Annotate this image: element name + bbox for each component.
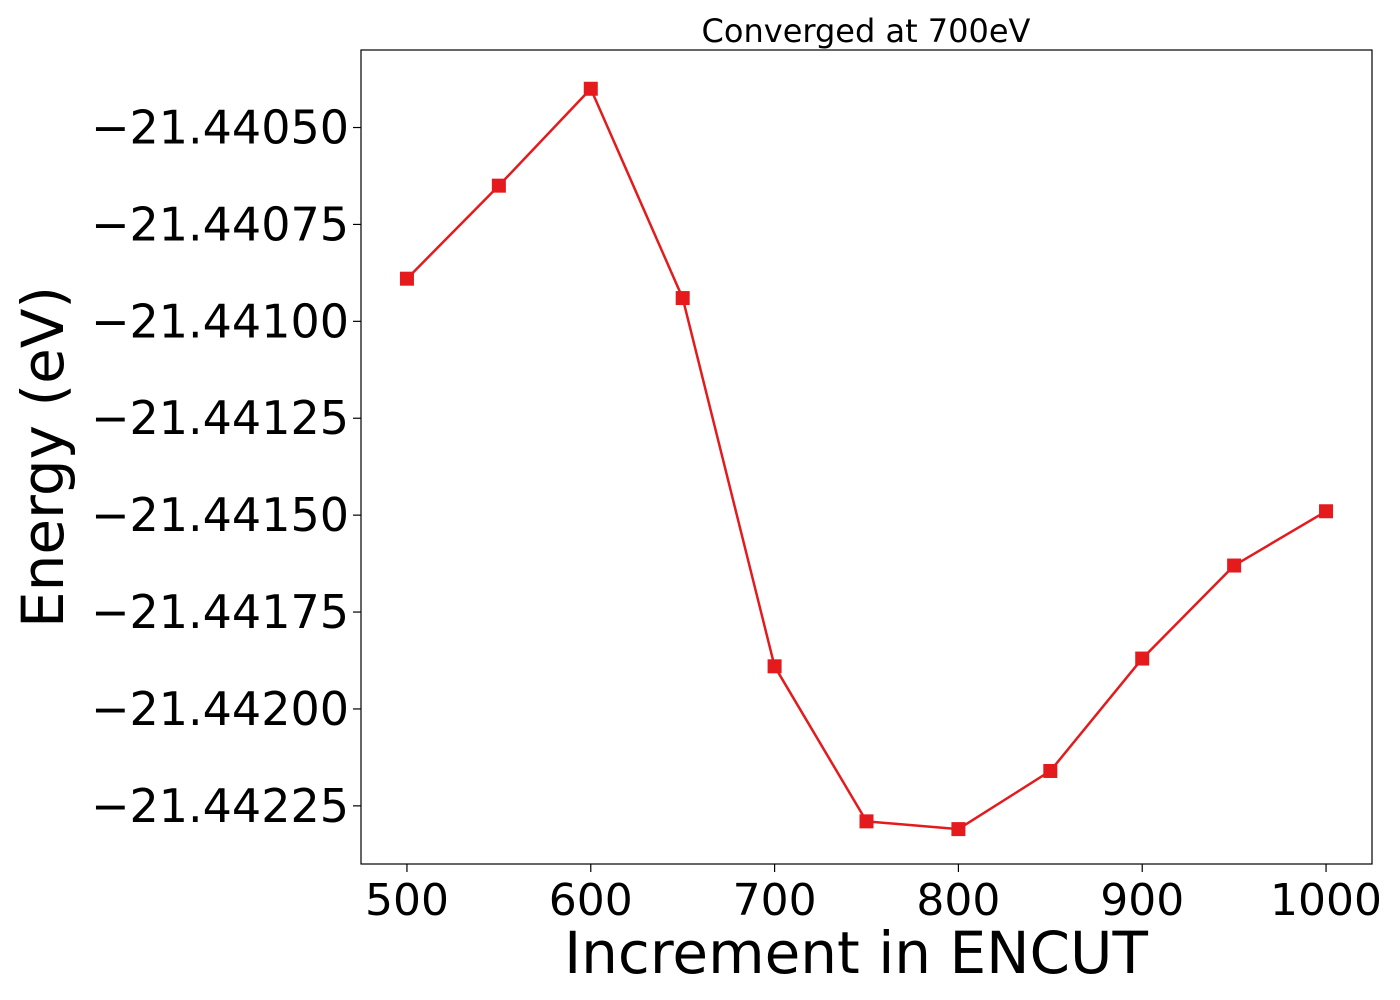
x-tick-label: 600	[549, 875, 633, 926]
data-point-marker	[1319, 504, 1334, 519]
data-point-marker	[583, 81, 598, 96]
data-point-marker	[1135, 651, 1150, 666]
plot-area	[361, 50, 1372, 864]
y-tick-label: −21.44200	[91, 682, 349, 736]
chart-title: Converged at 700eV	[702, 12, 1031, 50]
data-point-marker	[1043, 763, 1058, 778]
x-tick-label: 500	[365, 875, 449, 926]
series-layer	[399, 81, 1334, 837]
y-tick-label: −21.44175	[91, 585, 349, 639]
x-axis-label: Increment in ENCUT	[564, 919, 1148, 987]
y-tick-label: −21.44100	[91, 294, 349, 348]
y-tick-label: −21.44075	[91, 197, 349, 251]
x-axis-ticks: 500 600 700 800 900 1000	[365, 864, 1382, 926]
data-point-marker	[399, 271, 414, 286]
x-tick-label: 700	[733, 875, 817, 926]
y-tick-label: −21.44225	[91, 779, 349, 833]
y-tick-label: −21.44150	[91, 488, 349, 542]
y-tick-label: −21.44050	[91, 101, 349, 155]
x-tick-label: 900	[1100, 875, 1184, 926]
data-point-marker	[951, 822, 966, 837]
x-tick-label: 800	[916, 875, 1000, 926]
data-point-marker	[767, 659, 782, 674]
y-axis-ticks: −21.44050 −21.44075 −21.44100 −21.44125 −21.…	[91, 101, 361, 833]
y-axis-label: Energy (eV)	[9, 286, 77, 628]
plot-frame	[360, 49, 1373, 865]
data-point-marker	[859, 814, 874, 829]
data-point-marker	[491, 178, 506, 193]
x-tick-label: 1000	[1270, 875, 1382, 926]
data-point-marker	[1227, 558, 1242, 573]
data-point-marker	[675, 291, 690, 306]
y-tick-label: −21.44125	[91, 391, 349, 445]
